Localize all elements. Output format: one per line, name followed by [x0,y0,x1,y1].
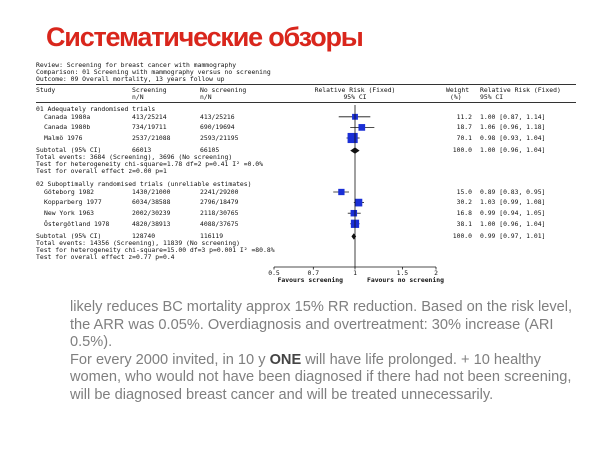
x-axis-tick-label: 1 [353,269,357,277]
study-weight: 18.7 [456,123,472,132]
group-note: Test for overall effect z=0.00 p=1 [36,167,167,176]
study-control: 2593/21195 [200,133,239,142]
study-screening: 1430/21000 [132,187,171,196]
review-line: Review: Screening for breast cancer with… [36,61,237,69]
col-screening-sub: n/N [132,93,144,101]
explanation-paragraph: For every 2000 invited, in 10 y ONE will… [70,352,590,405]
subtotal-label: Subtotal (95% CI) [36,232,102,241]
subtotal-weight: 100.0 [452,146,472,155]
col-weight: Weight [446,86,470,94]
explanation-highlight: ONE [269,351,302,368]
study-name: Göteborg 1982 [44,187,95,196]
x-axis-tick-label: 2 [434,269,438,277]
col-rr-text: Relative Risk (Fixed) [480,86,561,94]
study-control: 690/19694 [200,123,235,132]
explanation-part-1: For every 2000 invited, in 10 y [70,351,270,368]
explanation-part-2: will have life prolonged. + 10 healthy w… [70,351,572,403]
subtotal-label: Subtotal (95% CI) [36,146,102,155]
favours-left-label: Favours screening [277,276,343,284]
slide-body: likely reduces BC mortality approx 15% R… [70,299,590,405]
x-axis-tick-label: 1.5 [396,269,409,277]
study-weight: 15.0 [456,187,472,196]
group-note: Total events: 14356 (Screening), 11839 (… [36,239,240,247]
study-ci: 1.00 [0.87, 1.14] [480,112,546,121]
study-weight: 38.1 [456,219,472,228]
group-title: 02 Suboptimally randomised trials (unrel… [36,180,252,189]
study-weight: 16.8 [456,209,472,217]
study-screening: 2537/21088 [132,133,171,142]
study-ci: 1.06 [0.96, 1.18] [480,123,546,132]
comparison-line: Comparison: 01 Screening with mammograph… [36,68,271,76]
col-control-sub: n/N [200,93,212,101]
group-note: Test for overall effect z=0.77 p=0.4 [36,253,175,261]
subtotal-weight: 100.0 [452,232,472,241]
study-name: Canada 1980a [44,112,91,121]
forest-plot-graphic [273,105,437,270]
weight-marker [350,209,358,217]
subtotal-ci: 0.99 [0.97, 1.01] [480,232,546,241]
study-screening: 4820/38913 [132,219,171,228]
col-rr-text-sub: 95% CI [480,93,504,101]
subtotal-control: 66105 [200,146,220,155]
study-ci: 0.99 [0.94, 1.05] [480,209,546,217]
study-weight: 11.2 [456,112,472,121]
study-control: 2118/30765 [200,209,239,217]
group-note: Test for heterogeneity chi-square=15.00 … [36,246,275,254]
study-screening: 734/19711 [132,123,167,132]
study-ci: 0.98 [0.93, 1.04] [480,133,546,142]
study-ci: 0.89 [0.83, 0.95] [480,187,546,196]
col-control: No screening [200,86,247,94]
forest-plot: Review: Screening for breast cancer with… [36,62,582,284]
study-weight: 30.2 [456,198,472,207]
summary-paragraph: likely reduces BC mortality approx 15% R… [70,299,573,351]
subtotal-control: 116119 [200,232,224,241]
study-name: New York 1963 [44,209,95,217]
study-name: Malmö 1976 [44,133,83,142]
favours-right-label: Favours no screening [367,276,444,284]
weight-marker [347,132,358,144]
header-rule-bottom [36,102,576,103]
study-screening: 2002/30239 [132,209,171,217]
x-axis-tick-label: 0.5 [268,269,280,277]
x-axis-tick-label: 0.7 [307,269,320,277]
group-note: Total events: 3684 (Screening), 3696 (No… [36,153,233,162]
study-ci: 1.03 [0.99, 1.08] [480,198,546,207]
study-name: Kopparberg 1977 [44,198,102,207]
col-rr: Relative Risk (Fixed) [314,86,396,94]
subtotal-screening: 66013 [132,146,152,155]
study-name: Canada 1980b [44,123,91,132]
group-note: Test for heterogeneity chi-square=1.78 d… [36,160,264,169]
study-ci: 1.00 [0.96, 1.04] [480,219,546,228]
pooled-diamond [351,233,357,240]
col-study: Study [36,86,56,94]
subtotal-screening: 128740 [132,232,156,241]
weight-marker [354,198,363,207]
subtotal-ci: 1.00 [0.96, 1.04] [480,146,546,155]
study-control: 2796/18479 [200,198,239,207]
col-weight-sub: (%) [450,93,462,101]
study-weight: 70.1 [456,133,472,142]
study-name: Östergötland 1978 [44,219,110,228]
group-title: 01 Adequately randomised trials [36,105,156,113]
slide-title: Систематические обзоры [46,22,364,52]
study-screening: 413/25214 [132,112,167,121]
study-control: 4088/37675 [200,219,239,228]
header-rule-top [36,84,576,85]
study-control: 2241/29200 [200,187,239,196]
study-control: 413/25216 [200,112,235,121]
col-screening: Screening [132,86,167,94]
weight-marker [358,124,366,131]
weight-marker [338,188,345,196]
col-rr-sub: 95% CI [343,93,367,101]
outcome-line: Outcome: 09 Overall mortality, 13 years … [36,75,225,83]
study-screening: 6034/38588 [132,198,171,207]
